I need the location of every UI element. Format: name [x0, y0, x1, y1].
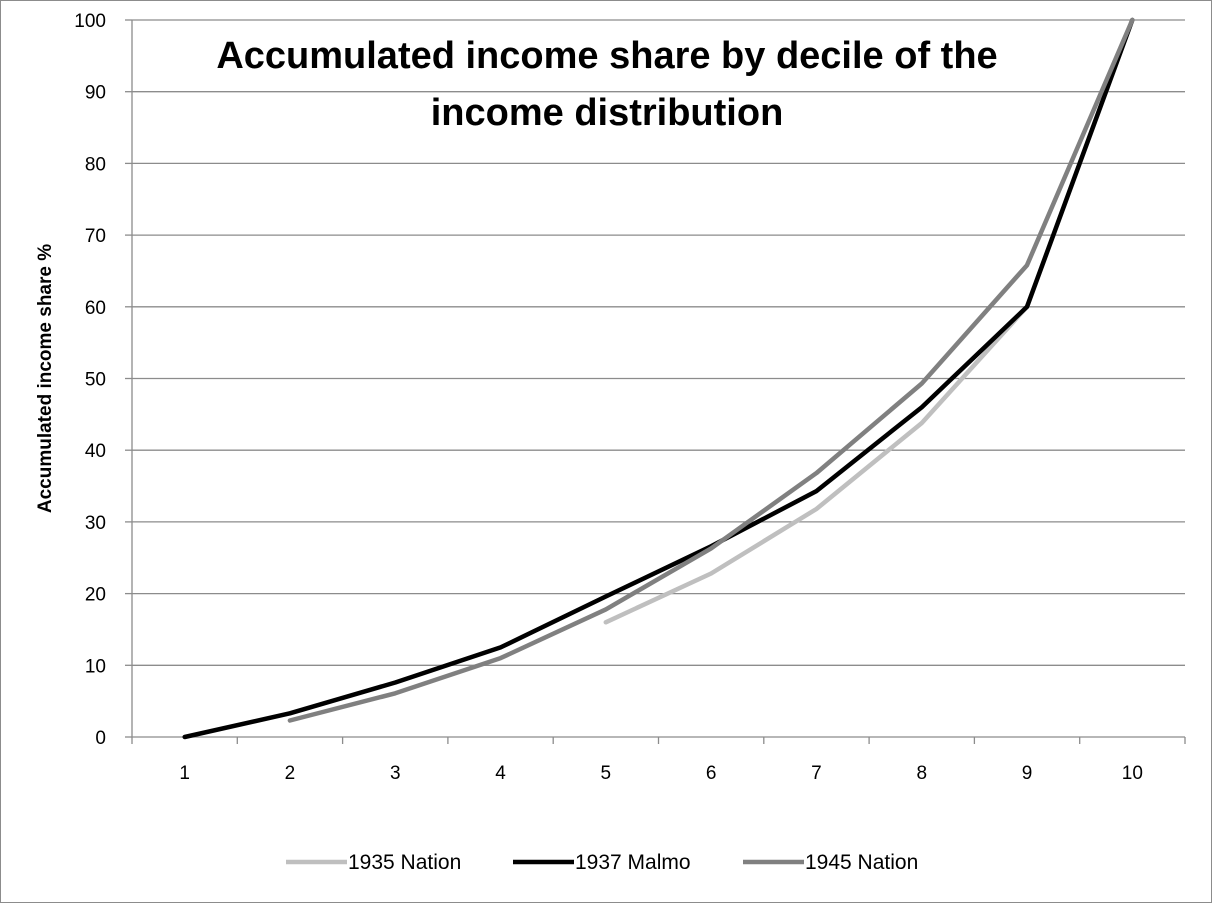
x-tick-label: 4	[495, 763, 506, 784]
axes	[125, 19, 1186, 744]
x-tick-label: 1	[179, 763, 190, 784]
y-tick-label: 20	[85, 585, 106, 606]
chart-title-line: income distribution	[431, 92, 784, 134]
chart-title-line: Accumulated income share by decile of th…	[216, 35, 997, 77]
y-tick-label: 10	[85, 656, 106, 677]
y-tick-label: 100	[74, 11, 106, 32]
y-tick-label: 50	[85, 370, 106, 391]
series-lines	[182, 17, 1135, 740]
y-tick-label: 60	[85, 298, 106, 319]
axis-labels: 0 10 20 30 40 50 60 70 80 90 100 1 2 3 4 5 6 7 8 9 10 Accumul…	[35, 11, 1143, 784]
x-tick-label: 5	[601, 763, 612, 784]
x-tick-label: 10	[1122, 763, 1143, 784]
legend-label: 1937 Malmo	[575, 851, 691, 874]
y-tick-label: 70	[85, 226, 106, 247]
x-tick-label: 3	[390, 763, 401, 784]
x-tick-label: 6	[706, 763, 717, 784]
x-tick-label: 9	[1022, 763, 1033, 784]
series-line-1937-malmo	[182, 17, 1135, 740]
x-tick-label: 7	[811, 763, 822, 784]
x-tick-label: 2	[285, 763, 296, 784]
x-tick-label: 8	[916, 763, 927, 784]
legend-label: 1935 Nation	[348, 851, 461, 874]
legend-label: 1945 Nation	[805, 851, 918, 874]
series-line-1945-nation	[287, 17, 1135, 723]
chart-title: Accumulated income share by decile of th…	[216, 35, 997, 134]
y-tick-label: 40	[85, 441, 106, 462]
y-axis-label: Accumulated income share %	[35, 244, 56, 513]
y-tick-label: 30	[85, 513, 106, 534]
y-tick-label: 90	[85, 83, 106, 104]
y-tick-label: 0	[95, 728, 106, 749]
legend: 1935 Nation 1937 Malmo 1945 Nation	[286, 851, 918, 874]
y-tick-label: 80	[85, 154, 106, 175]
gridlines	[132, 19, 1185, 666]
